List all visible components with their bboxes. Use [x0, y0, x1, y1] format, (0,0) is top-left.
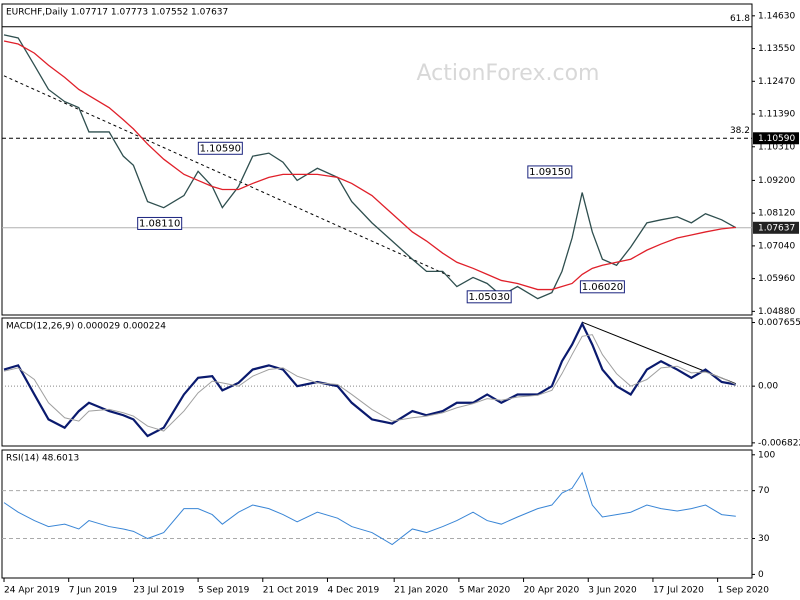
x-tick-label: 4 Dec 2019 [327, 586, 379, 596]
y-tick-label: 1.11390 [758, 110, 795, 120]
y-tick-label: 70 [758, 486, 770, 496]
panel-title: MACD(12,26,9) 0.000029 0.000224 [6, 322, 166, 332]
trendline [3, 75, 454, 278]
y-tick-label: 1.14630 [758, 11, 795, 21]
series-line [3, 334, 737, 432]
last-price-label: 1.07637 [758, 223, 795, 233]
panel-frame [1, 3, 753, 316]
callout-label: 1.09150 [529, 167, 570, 178]
callout-box [137, 216, 183, 230]
x-tick-label: 5 Sep 2019 [198, 586, 250, 596]
y-tick-label: 0.007655 [758, 318, 800, 328]
x-tick-label: 21 Oct 2019 [263, 586, 319, 596]
y-tick-label: 1.07040 [758, 241, 795, 251]
callout-box [197, 141, 243, 155]
level-tag: 1.10590 [758, 134, 795, 144]
y-tick-label: 1.05960 [758, 274, 795, 284]
callout-label: 1.08110 [139, 218, 180, 229]
callout-box [579, 280, 625, 294]
x-tick-label: 7 Jun 2019 [69, 586, 118, 596]
y-tick-label: -0.006822 [758, 438, 800, 448]
y-tick-label: 1.08120 [758, 209, 795, 219]
y-tick-label: 1.09200 [758, 176, 795, 186]
y-tick-label: 1.04880 [758, 307, 795, 317]
callout-box [527, 165, 573, 179]
last-price-box [753, 221, 799, 234]
y-tick-label: 1.12470 [758, 77, 795, 87]
panel-title: RSI(14) 48.6013 [6, 454, 79, 464]
x-tick-label: 21 Jan 2020 [394, 586, 448, 596]
y-tick-label: 100 [758, 450, 775, 460]
callout-label: 1.10590 [200, 143, 241, 154]
series-line [3, 40, 736, 291]
y-tick-label: 0.00 [758, 382, 778, 392]
x-tick-label: 1 Sep 2020 [718, 586, 770, 596]
panel-title: EURCHF,Daily 1.07717 1.07773 1.07552 1.0… [6, 8, 228, 18]
callout-label: 1.05030 [469, 292, 510, 303]
series-line [3, 321, 737, 438]
y-tick-label: 0 [758, 570, 764, 580]
callout-box [466, 290, 512, 304]
x-tick-label: 24 Apr 2019 [4, 586, 60, 596]
x-tick-label: 17 Jul 2020 [653, 586, 704, 596]
y-tick-label: 1.10310 [758, 142, 795, 152]
level-label: 38.2 [730, 126, 750, 136]
x-tick-label: 5 Mar 2020 [459, 586, 511, 596]
level-label: 61.8 [730, 14, 750, 24]
watermark: ActionForex.com [417, 61, 600, 86]
y-tick-label: 1.13550 [758, 44, 795, 54]
y-tick-label: 30 [758, 534, 770, 544]
x-tick-label: 3 Jun 2020 [588, 586, 637, 596]
callout-label: 1.06020 [582, 282, 623, 293]
panel-frame [1, 317, 753, 447]
series-line [3, 34, 737, 300]
x-tick-label: 23 Jul 2019 [133, 586, 184, 596]
level-tag-box [753, 132, 799, 145]
x-tick-label: 20 Apr 2020 [524, 586, 580, 596]
panel-frame [1, 449, 753, 579]
series-line [3, 471, 736, 546]
